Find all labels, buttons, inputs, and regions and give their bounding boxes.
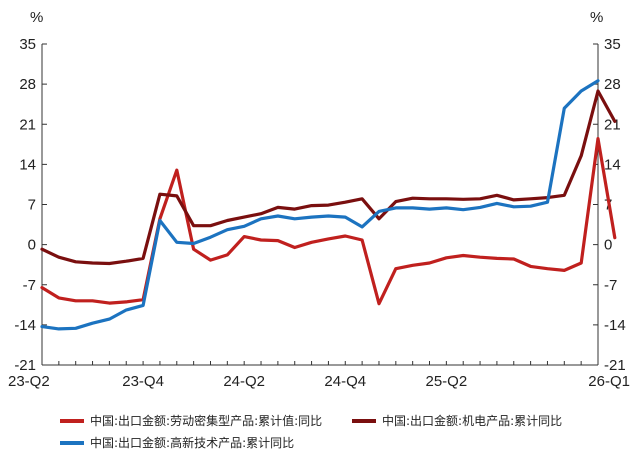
- legend-label-labor: 中国:出口金额:劳动密集型产品:累计值:同比: [90, 414, 323, 428]
- y-unit-right: %: [590, 9, 603, 26]
- series-group: [40, 79, 617, 331]
- y-tick-label-right: -7: [604, 277, 617, 294]
- series-line-mechatronic: [40, 89, 617, 266]
- y-tick-label-right: 21: [604, 116, 621, 133]
- y-tick-label-right: 14: [604, 156, 621, 173]
- y-tick-label-right: 28: [604, 76, 621, 93]
- y-tick-label-left: 7: [28, 197, 36, 214]
- y-tick-label-right: -21: [604, 357, 626, 374]
- x-tick-label: 24-Q2: [223, 373, 265, 390]
- x-tick-label: 23-Q2: [8, 373, 50, 390]
- y-tick-label-left: -21: [14, 357, 36, 374]
- legend-label-mechatronic: 中国:出口金额:机电产品:累计同比: [382, 414, 563, 428]
- legend-label-hightech: 中国:出口金额:高新技术产品:累计同比: [90, 436, 295, 450]
- y-tick-label-left: 28: [19, 76, 36, 93]
- legend-item-hightech: 中国:出口金额:高新技术产品:累计同比: [60, 434, 294, 451]
- x-tick-label: 24-Q4: [324, 373, 366, 390]
- x-tick-label: 25-Q2: [426, 373, 468, 390]
- legend: 中国:出口金额:劳动密集型产品:累计值:同比 中国:出口金额:机电产品:累计同比…: [0, 410, 638, 452]
- x-tick-label: 26-Q1: [588, 373, 630, 390]
- legend-item-labor: 中国:出口金额:劳动密集型产品:累计值:同比: [60, 412, 322, 429]
- y-tick-label-left: 0: [28, 237, 36, 254]
- legend-swatch-labor: [60, 418, 84, 423]
- y-tick-label-right: 0: [604, 237, 612, 254]
- series-line-hightech: [40, 79, 600, 331]
- series-line-labor: [40, 137, 617, 306]
- y-unit-left: %: [30, 9, 43, 26]
- legend-item-mechatronic: 中国:出口金额:机电产品:累计同比: [352, 412, 562, 429]
- x-tick-label: 23-Q4: [122, 373, 164, 390]
- y-tick-label-left: 21: [19, 116, 36, 133]
- y-tick-label-right: -14: [604, 317, 626, 334]
- y-tick-label-left: 14: [19, 156, 36, 173]
- y-tick-label-left: -14: [14, 317, 36, 334]
- y-tick-label-left: -7: [23, 277, 36, 294]
- legend-swatch-mechatronic: [352, 418, 376, 423]
- legend-swatch-hightech: [60, 440, 84, 445]
- y-tick-label-right: 35: [604, 36, 621, 53]
- y-tick-label-left: 35: [19, 36, 36, 53]
